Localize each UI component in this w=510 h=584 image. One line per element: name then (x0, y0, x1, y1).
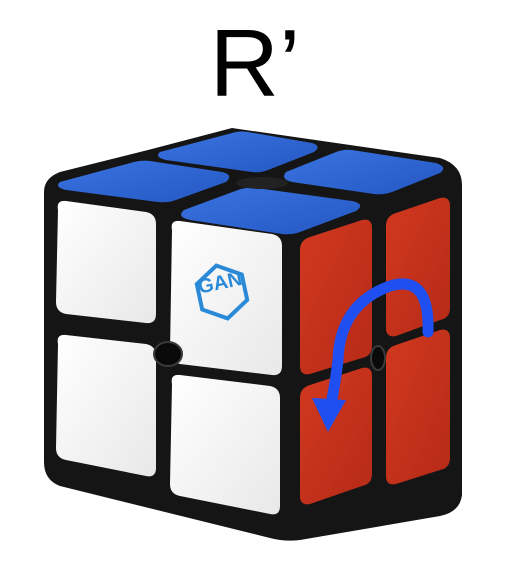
front-sticker-top-left (56, 200, 156, 324)
move-notation-label: R’ (209, 10, 301, 117)
right-sticker-bottom-right (386, 329, 450, 485)
top-sticker-right (284, 149, 444, 195)
cube-core-hole (153, 341, 183, 367)
front-sticker-bottom-left (56, 334, 156, 477)
counterclockwise-arrow-icon (312, 278, 434, 432)
top-sticker-left (58, 160, 230, 203)
cube-core-hole-right (370, 345, 386, 371)
top-sticker-back (158, 131, 318, 173)
front-sticker-bottom-right (170, 374, 280, 515)
right-sticker-top-left (300, 219, 372, 375)
top-sticker-front (181, 187, 361, 235)
front-sticker-top-right (170, 220, 282, 376)
right-sticker-top-right (386, 197, 450, 337)
cube-core-hole-top (236, 177, 288, 189)
